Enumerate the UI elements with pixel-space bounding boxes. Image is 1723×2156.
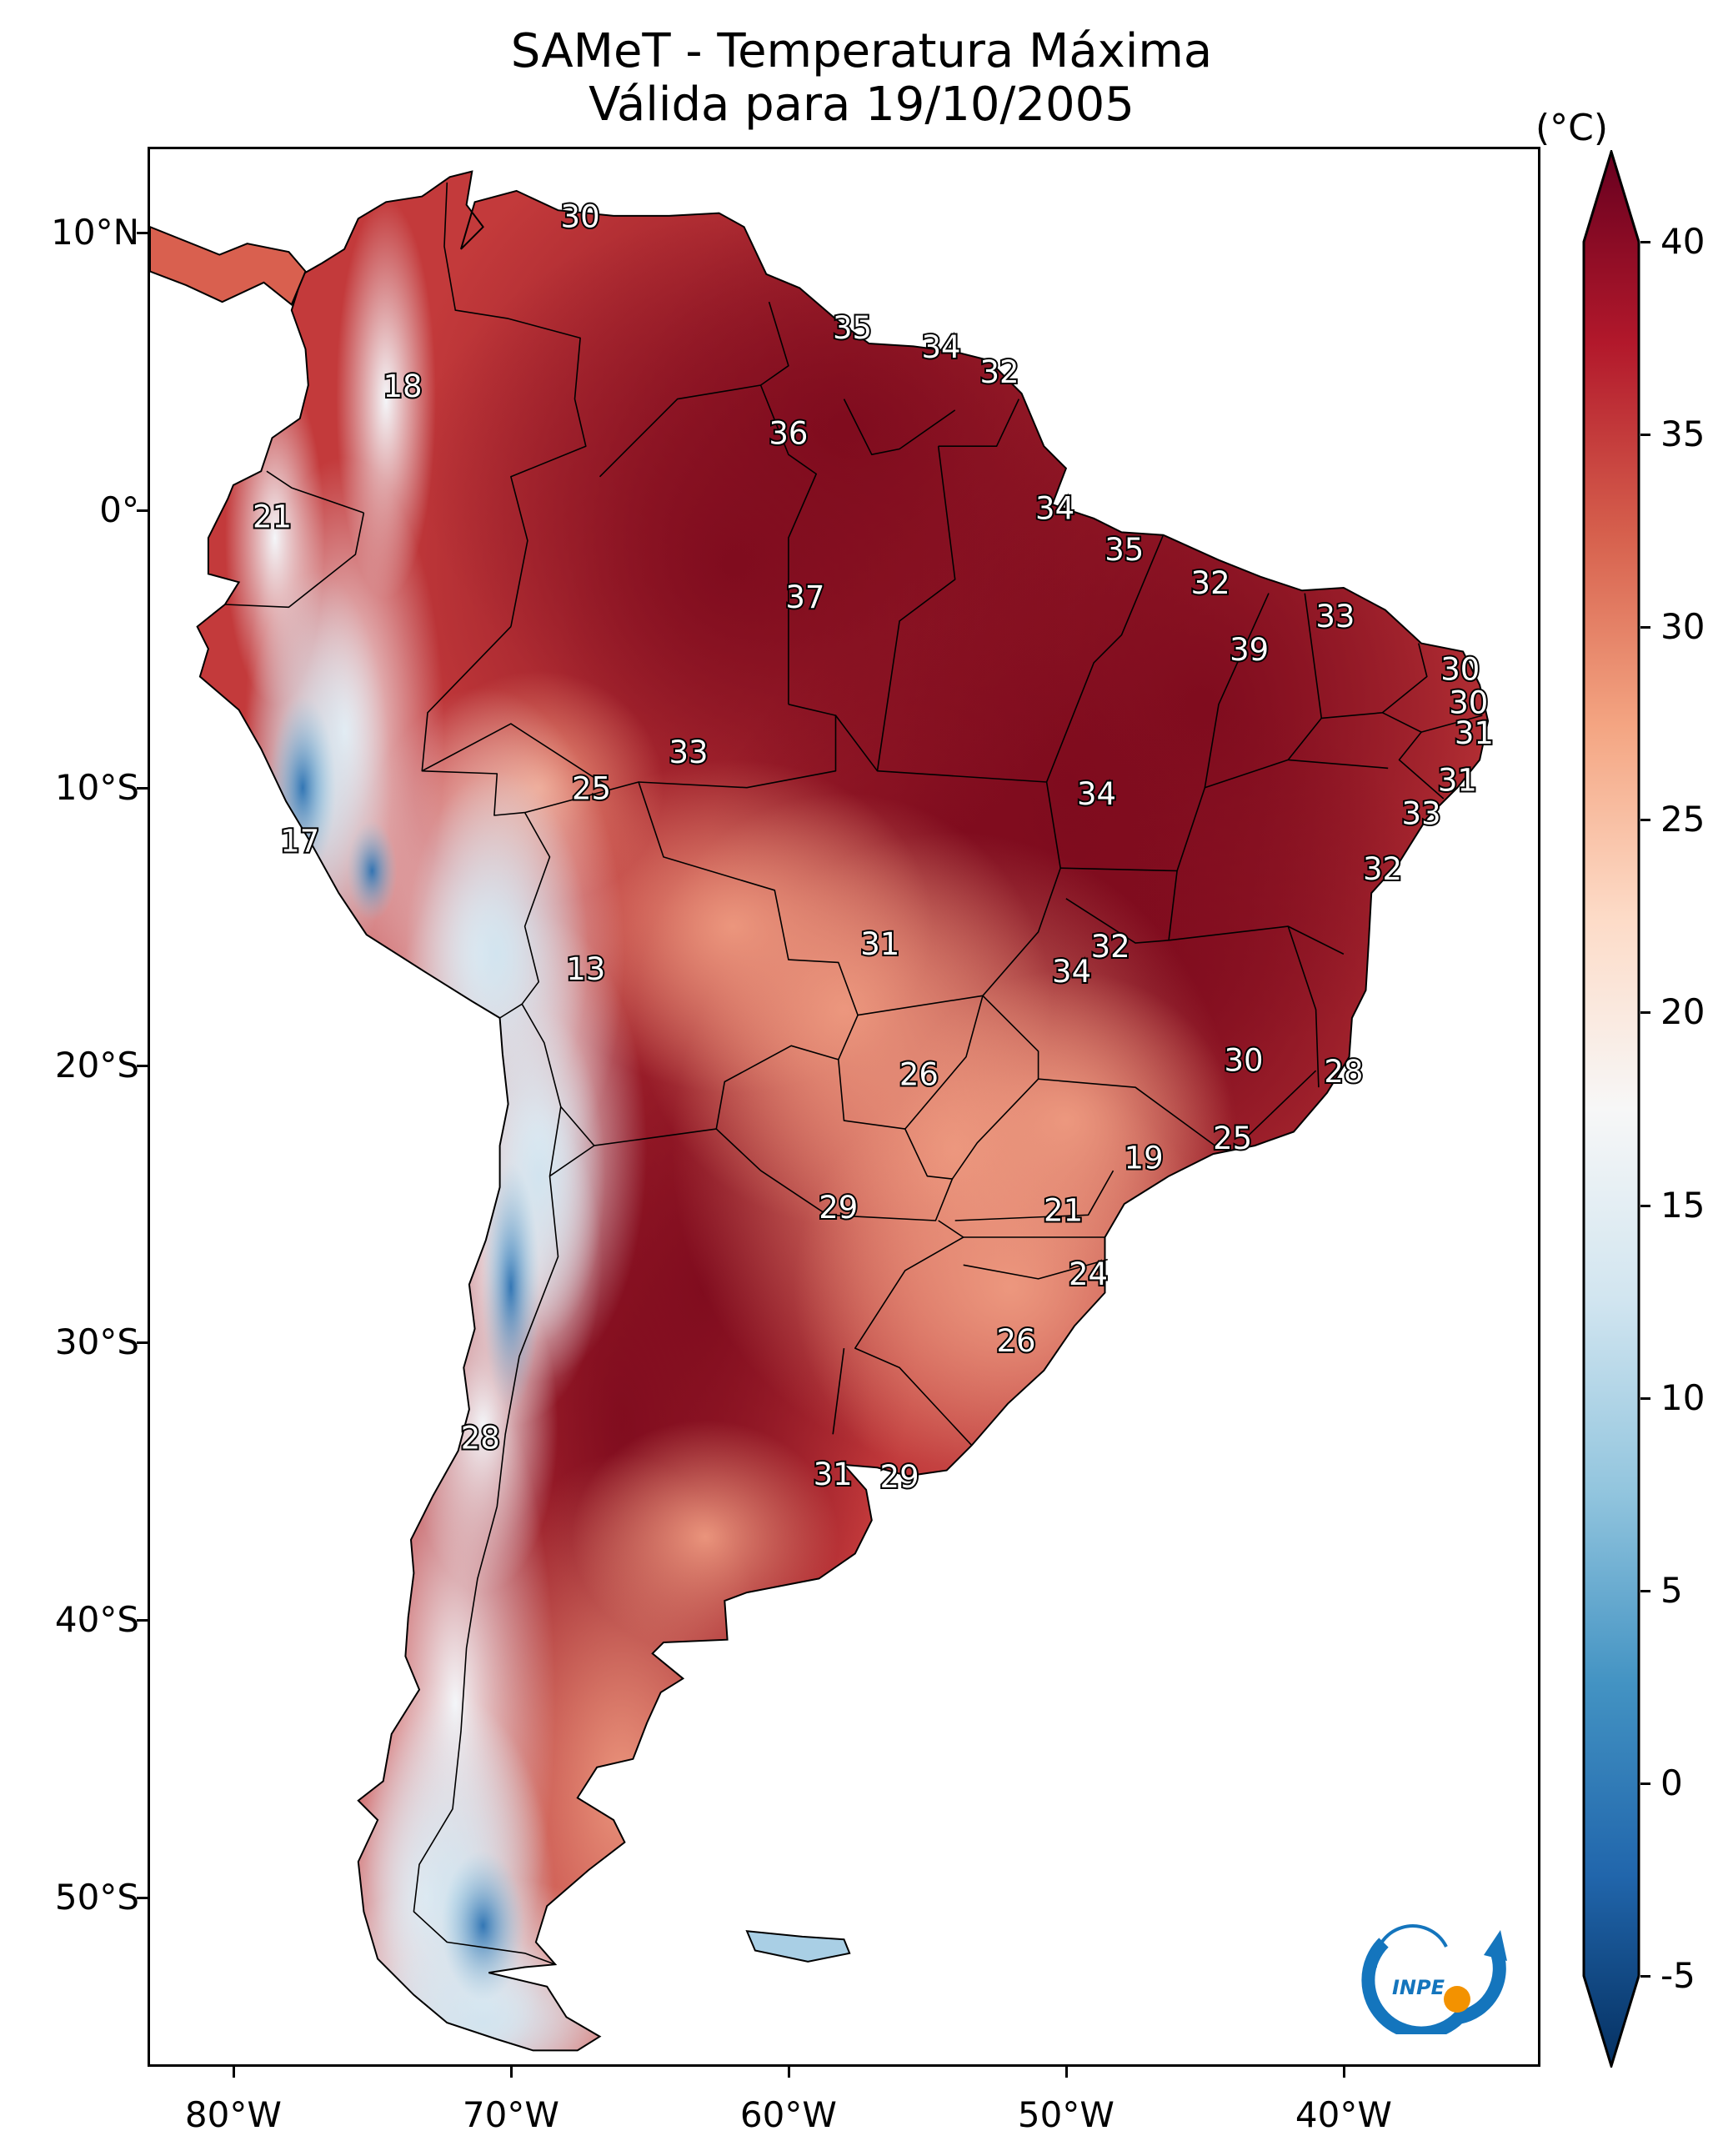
x-tick-label: 80°W [184, 2094, 282, 2135]
temp-label: 33 [1402, 796, 1441, 832]
temp-label: 30 [1224, 1043, 1263, 1079]
colorbar-tick-mark [1640, 819, 1650, 822]
colorbar-tick-label: -5 [1660, 1955, 1695, 1996]
temp-label: 26 [899, 1056, 939, 1092]
temp-label: 34 [921, 329, 960, 365]
colorbar-tick-mark [1640, 1975, 1650, 1978]
logo-text: INPE [1392, 1976, 1445, 1999]
x-tick-mark [509, 2067, 513, 2078]
y-tick-mark [137, 509, 148, 512]
colorbar-tick-label: 35 [1660, 414, 1705, 455]
temp-label: 31 [1438, 763, 1477, 799]
colorbar-tick-label: 40 [1660, 221, 1705, 262]
temp-label: 36 [769, 415, 808, 451]
y-tick-label: 10°N [51, 211, 139, 253]
map-panel: 30 35 34 32 18 36 21 34 35 32 37 33 39 30 30 31 33 25 34 31… [148, 147, 1540, 2067]
y-tick-label: 30°S [54, 1321, 139, 1363]
colorbar-tick-label: 10 [1660, 1376, 1705, 1418]
temp-label: 34 [1077, 776, 1116, 812]
y-tick-mark [137, 231, 148, 234]
country-borders [224, 182, 1483, 1965]
map-title-line2: Válida para 19/10/2005 [589, 78, 1134, 132]
temp-label: 24 [1069, 1256, 1108, 1292]
x-tick-label: 60°W [739, 2094, 837, 2135]
temp-label: 29 [880, 1459, 919, 1495]
temp-label: 17 [280, 824, 319, 860]
y-tick-mark [137, 1064, 148, 1067]
colorbar-tick-label: 0 [1660, 1762, 1683, 1803]
colorbar-tick-mark [1640, 1782, 1650, 1785]
temp-label: 30 [1449, 684, 1488, 720]
temp-label: 28 [461, 1421, 500, 1457]
colorbar [1582, 150, 1640, 2068]
x-tick-label: 70°W [462, 2094, 559, 2135]
temp-label: 33 [669, 735, 708, 770]
x-tick-mark [1064, 2067, 1068, 2078]
colorbar-unit: (°C) [1535, 107, 1609, 149]
temp-label: 37 [785, 579, 824, 615]
map-title-line1: SAMeT - Temperatura Máxima [510, 24, 1213, 78]
y-tick-mark [137, 1897, 148, 1900]
x-tick-mark [232, 2067, 235, 2078]
temp-label: 29 [819, 1190, 858, 1226]
colorbar-tick-mark [1640, 434, 1650, 437]
temp-label: 35 [833, 310, 872, 346]
temp-label: 18 [383, 369, 422, 404]
y-tick-mark [137, 1619, 148, 1622]
temp-label: 31 [860, 926, 899, 962]
temp-label: 31 [814, 1457, 853, 1492]
temperature-field [150, 170, 1490, 2052]
temp-label: 33 [1315, 599, 1355, 634]
colorbar-tick-label: 5 [1660, 1569, 1683, 1611]
temp-label: 34 [1052, 954, 1091, 990]
temp-label: 35 [1104, 532, 1144, 568]
logo-dot [1444, 1986, 1470, 2013]
colorbar-tick-label: 25 [1660, 799, 1705, 840]
x-tick-mark [1342, 2067, 1345, 2078]
temp-label: 32 [979, 354, 1019, 390]
y-tick-label: 10°S [54, 766, 139, 808]
colorbar-tick-mark [1640, 1204, 1650, 1207]
temp-label: 32 [1091, 929, 1130, 965]
colorbar-tick-mark [1640, 626, 1650, 629]
temp-label: 31 [1455, 715, 1494, 751]
y-tick-label: 20°S [54, 1044, 139, 1086]
temp-label: 28 [1324, 1054, 1363, 1090]
inpe-logo: INPE [1361, 1924, 1507, 2034]
y-tick-mark [137, 786, 148, 790]
temp-label: 21 [253, 499, 292, 534]
temp-label: 19 [1124, 1140, 1164, 1176]
temp-label: 25 [1213, 1121, 1252, 1156]
colorbar-tick-label: 30 [1660, 606, 1705, 648]
x-tick-label: 50°W [1017, 2094, 1114, 2135]
temp-label: 30 [1440, 651, 1480, 687]
colorbar-tick-label: 15 [1660, 1184, 1705, 1226]
temp-label: 30 [561, 199, 600, 235]
temp-label: 34 [1035, 490, 1074, 526]
temp-label: 32 [1191, 565, 1230, 601]
x-tick-label: 40°W [1295, 2094, 1392, 2135]
temp-label: 32 [1363, 851, 1402, 887]
temp-label: 26 [996, 1323, 1035, 1359]
y-tick-label: 40°S [54, 1599, 139, 1641]
y-tick-label: 0° [99, 489, 139, 530]
colorbar-tick-mark [1640, 1396, 1650, 1400]
temp-label: 39 [1230, 632, 1269, 668]
temp-label: 13 [566, 951, 605, 987]
x-tick-mark [787, 2067, 790, 2078]
y-tick-mark [137, 1341, 148, 1345]
colorbar-tick-mark [1640, 1011, 1650, 1015]
colorbar-tick-label: 20 [1660, 991, 1705, 1033]
colorbar-tick-mark [1640, 241, 1650, 243]
temp-label: 21 [1044, 1193, 1083, 1229]
y-tick-label: 50°S [54, 1877, 139, 1918]
colorbar-tick-mark [1640, 1589, 1650, 1592]
temp-label: 25 [572, 771, 611, 807]
